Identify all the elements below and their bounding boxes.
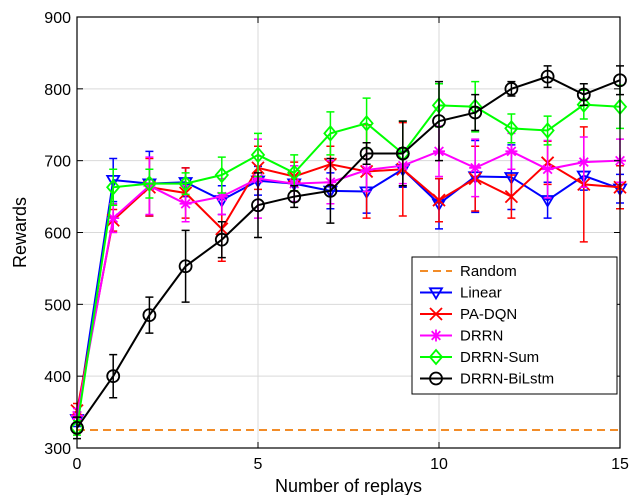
series-line [76,150,621,416]
legend-marker [428,287,444,301]
data-point [468,105,483,120]
data-point [395,146,410,161]
error-bar [217,220,226,259]
data-point [359,146,374,161]
data-point [179,197,192,210]
legend-marker [429,371,443,386]
data-point [541,163,554,176]
error-bar [543,115,552,146]
series-line [76,161,621,411]
data-point [106,178,121,196]
series-line [76,75,621,429]
legend-entry: PA-DQN [420,306,517,323]
error-bar [109,168,118,206]
y-tick-label: 400 [44,369,71,386]
series-layer [69,65,628,440]
error-bar [362,141,371,166]
data-point [323,183,338,198]
data-point [359,114,374,132]
legend-entry: DRRN-BiLstm [420,371,554,388]
data-point [323,124,338,142]
data-point [503,172,519,185]
y-tick-label: 900 [44,10,71,27]
data-point [504,189,519,204]
legend: Random Linear PA-DQN DRRN DRRN-Sum DRRN-BiLst… [411,256,618,395]
error-bar [471,93,480,132]
y-tick-label: 800 [44,82,71,99]
y-tick-label: 300 [44,441,71,458]
data-point [432,193,446,207]
data-point [142,308,157,323]
legend-label: DRRN-BiLstm [460,371,554,388]
legend-marker [429,307,443,321]
data-point [215,190,228,203]
data-point [107,212,120,225]
legend-label: Linear [460,285,502,302]
error-bar [435,80,443,162]
error-bar [254,172,262,239]
y-tick-label: 500 [44,297,71,314]
y-axis-title: Rewards [10,197,30,268]
legend-box [411,256,618,395]
legend-label: DRRN [460,328,503,345]
data-point [250,146,266,164]
error-bar [217,156,226,194]
legend-entry: Random [420,263,517,280]
data-point [360,164,373,177]
x-tick-label: 15 [611,456,629,473]
error-bar [290,185,299,209]
y-tick-label: 700 [44,154,71,171]
legend-entry: DRRN-Sum [420,348,539,366]
legend-label: PA-DQN [460,306,517,323]
data-point [504,119,519,137]
data-point [178,175,193,193]
x-tick-label: 0 [73,456,82,473]
y-tick-label: 600 [44,226,71,243]
error-bar [326,157,335,224]
error-bar [145,296,154,334]
error-bar [543,65,552,89]
x-tick-label: 5 [254,456,263,473]
legend-marker [430,329,442,342]
data-point [576,87,591,102]
legend-marker [428,348,444,366]
data-point [469,161,482,174]
data-point [540,69,555,84]
data-point [540,122,555,139]
data-point [504,81,519,96]
legend-label: Random [460,263,517,280]
error-bar [507,113,516,144]
error-bar [579,83,588,107]
legend-entry: DRRN [420,328,503,345]
data-point [251,198,265,213]
error-bar [181,229,190,303]
data-point [576,96,591,114]
series-line [76,103,621,429]
error-bar [326,111,335,156]
data-point [287,164,302,182]
legend-label: DRRN-Sum [460,349,539,366]
error-bar [145,168,154,199]
data-point [577,156,590,169]
x-tick-label: 10 [430,456,448,473]
data-point [106,369,121,384]
data-point [142,175,157,193]
error-bar [109,353,118,399]
data-point [214,166,229,184]
legend-entry: Linear [420,285,502,302]
ticks-layer: 0 5 10 15 300 400 500 600 700 800 900 [44,10,629,473]
data-point [505,145,518,158]
x-axis-title: Number of replays [275,476,422,495]
error-bar [507,80,516,97]
series-drrn-bilstm [70,65,627,440]
data-point [287,189,302,204]
data-point [214,232,229,247]
error-bar [398,120,407,187]
data-point [178,259,193,274]
data-point [432,114,446,129]
